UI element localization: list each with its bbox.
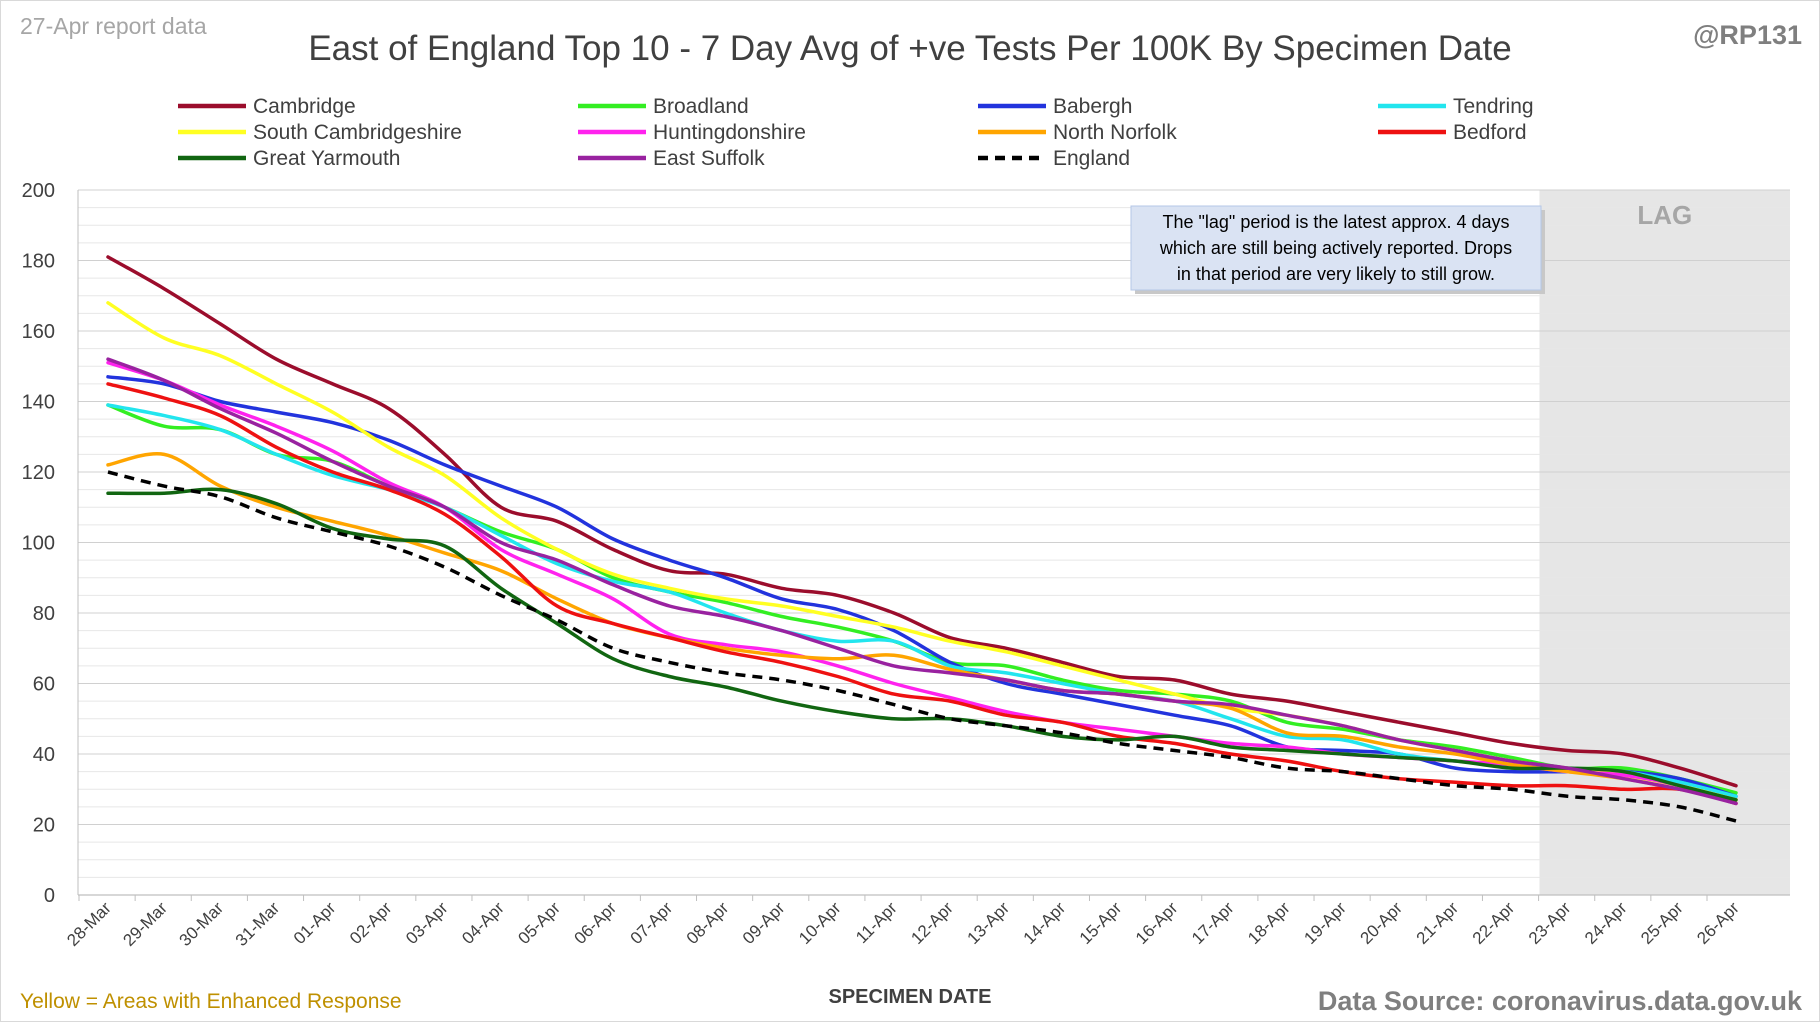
footer-left-note: Yellow = Areas with Enhanced Response [20,990,402,1013]
series-lines [106,255,1738,823]
legend-label: Bedford [1453,121,1527,144]
gridlines [78,189,1790,896]
report-label: 27-Apr report data [20,13,207,39]
legend-label: Broadland [653,95,749,118]
legend-item-east-suffolk: East Suffolk [578,147,765,170]
y-tick-label: 80 [33,603,55,625]
annotation-box [1130,205,1542,291]
legend-label: Huntingdonshire [653,121,806,144]
y-tick-label: 200 [22,180,55,202]
legend-item-cambridge: Cambridge [178,95,356,118]
legend-label: Tendring [1453,95,1534,118]
legend-item-south-cambridgeshire: South Cambridgeshire [178,121,462,144]
legend-label: Cambridge [253,95,356,118]
series-line-east-suffolk [106,357,1738,806]
y-tick-label: 0 [44,885,55,907]
y-tick-label: 160 [22,321,55,343]
legend-label: North Norfolk [1053,121,1177,144]
series-line-north-norfolk [106,452,1738,802]
legend-label: East Suffolk [653,147,765,170]
legend-label: England [1053,147,1130,170]
legend-item-huntingdonshire: Huntingdonshire [578,121,806,144]
series-line-great-yarmouth [106,487,1738,802]
legend-item-great-yarmouth: Great Yarmouth [178,147,400,170]
series-line-bedford [106,382,1738,806]
y-tick-label: 180 [22,251,55,273]
legend-item-broadland: Broadland [578,95,749,118]
lag-label: LAG [1637,200,1692,230]
annotation-line-2: which are still being actively reported.… [1159,238,1512,258]
chart-title: East of England Top 10 - 7 Day Avg of +v… [308,29,1511,68]
y-tick-label: 100 [22,533,55,555]
legend-label: Great Yarmouth [253,147,400,170]
legend-item-babergh: Babergh [978,95,1132,118]
y-tick-label: 60 [33,674,55,696]
handle-label: @RP131 [1693,20,1802,50]
legend-item-tendring: Tendring [1378,95,1534,118]
footer-source: Data Source: coronavirus.data.gov.uk [1318,986,1803,1016]
legend-label: Babergh [1053,95,1132,118]
annotation-line-3: in that period are very likely to still … [1177,264,1495,284]
y-axis: 0 20 40 60 80 100 120 140 160 180 200 [22,180,79,907]
legend: Cambridge Broadland Babergh Tendring South C… [178,95,1534,170]
series-line-babergh [106,375,1738,799]
y-tick-label: 140 [22,392,55,414]
legend-label: South Cambridgeshire [253,121,462,144]
series-line-cambridge [106,255,1738,788]
y-tick-label: 20 [33,815,55,837]
legend-item-england: England [978,147,1130,170]
series-line-england [107,470,1737,823]
lag-annotation: The "lag" period is the latest approx. 4… [1130,205,1545,294]
annotation-line-1: The "lag" period is the latest approx. 4… [1163,212,1510,232]
x-axis-title: SPECIMEN DATE [829,986,992,1008]
y-tick-label: 40 [33,744,55,766]
legend-item-bedford: Bedford [1378,121,1527,144]
legend-item-north-norfolk: North Norfolk [978,121,1177,144]
y-tick-label: 120 [22,462,55,484]
